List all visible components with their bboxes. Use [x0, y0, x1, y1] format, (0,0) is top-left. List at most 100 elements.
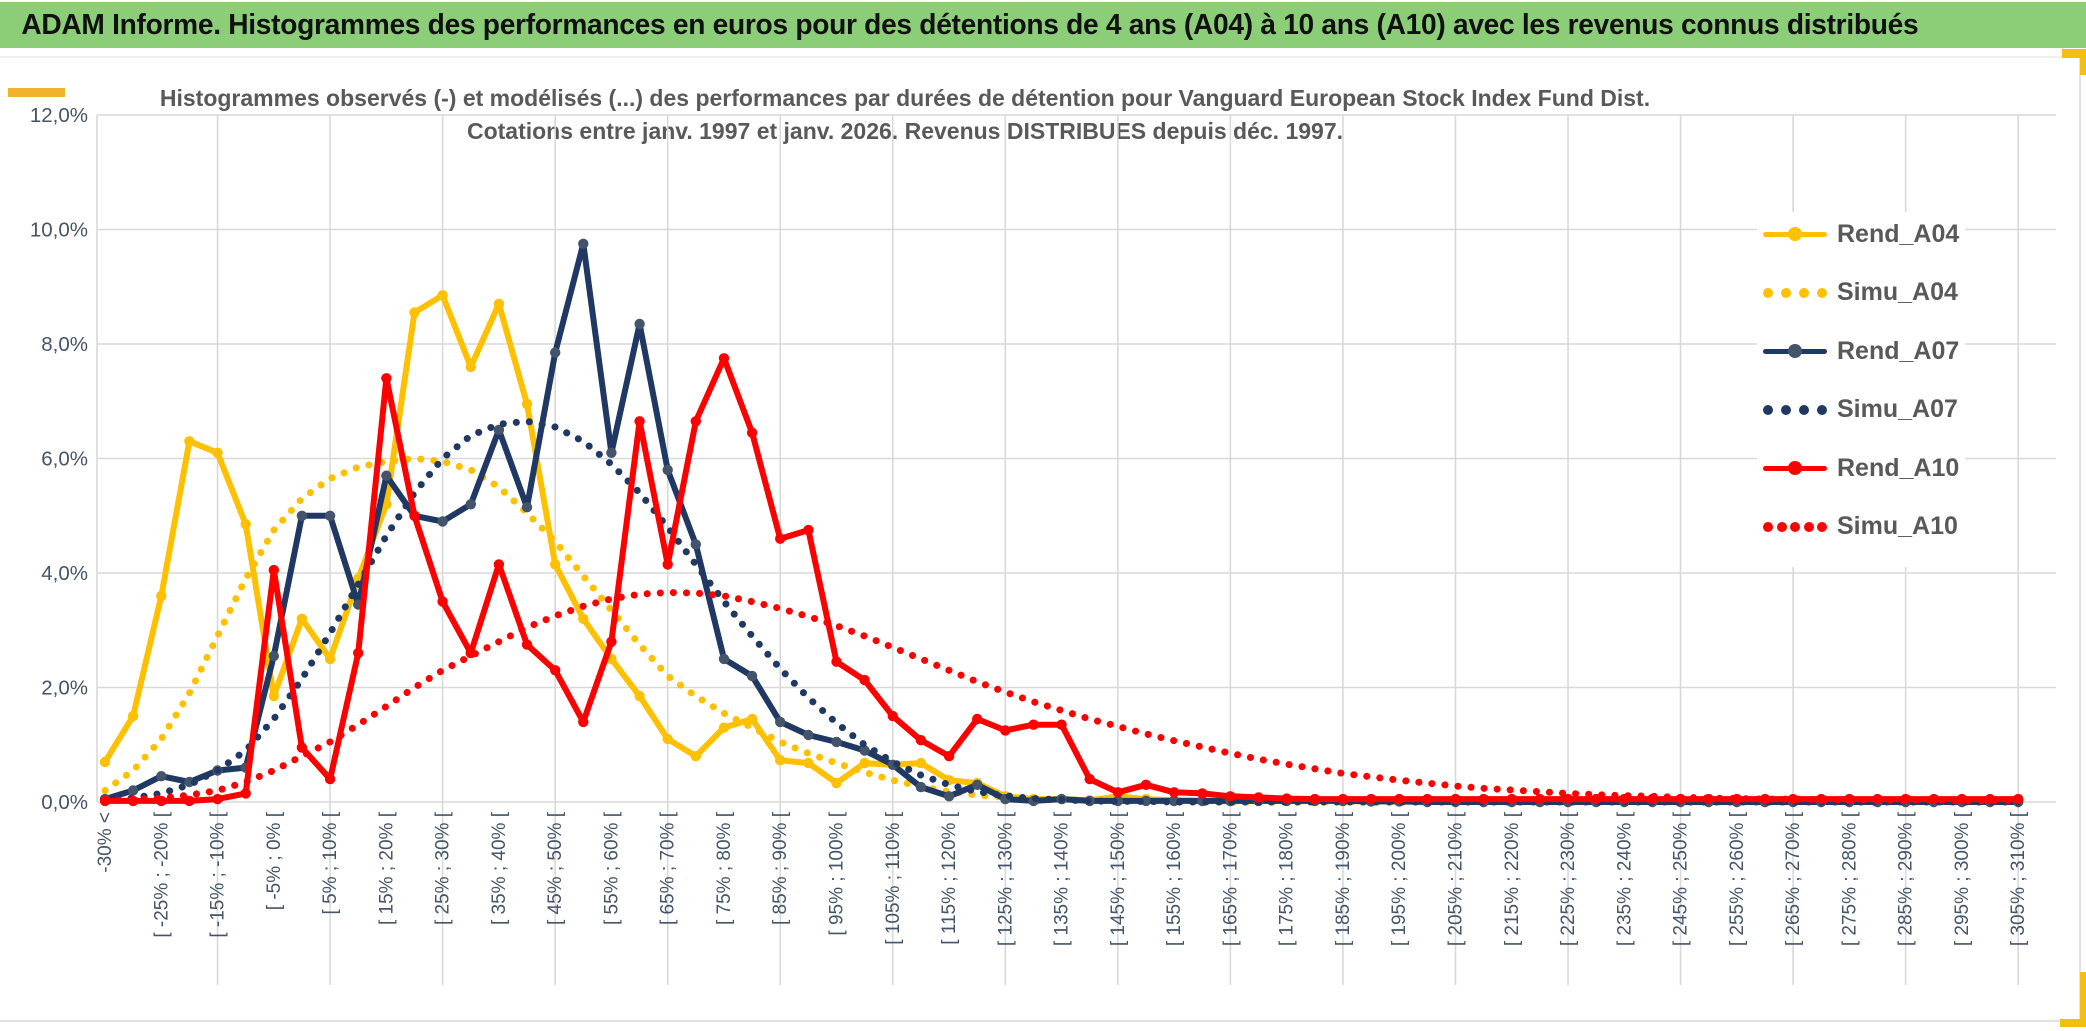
legend-item-Simu_A04: Simu_A04	[1763, 273, 1959, 313]
y-axis-label: 12,0%	[30, 104, 88, 127]
legend-dot	[1763, 287, 1773, 298]
marker-Rend_A07	[381, 470, 392, 481]
legend-solid-sample-icon	[1763, 227, 1827, 241]
marker-Rend_A04	[831, 777, 842, 789]
marker-Rend_A04	[99, 756, 111, 768]
marker-Rend_A04	[550, 559, 561, 570]
marker-Rend_A04	[381, 499, 392, 510]
x-axis-labels: -30% < [ -25% ; -20% [[ -15% ; -10% [[ -5…	[95, 811, 2029, 946]
marker-Rend_A10	[437, 596, 448, 607]
series-group	[99, 238, 2024, 808]
x-axis-label: [ 285% ; 290% [	[1896, 811, 1917, 946]
legend-dot	[1799, 404, 1809, 415]
marker-Rend_A04	[127, 710, 139, 722]
y-axis-label: 6,0%	[41, 448, 88, 471]
marker-Rend_A07	[521, 502, 533, 513]
y-axis-label: 8,0%	[41, 333, 88, 356]
x-axis-label: [ 235% ; 240% [	[1614, 811, 1635, 946]
marker-Rend_A10	[859, 674, 870, 686]
chart-title-block: Histogrammes observés (-) et modélisés (…	[160, 82, 1650, 148]
legend-item-Simu_A10: Simu_A10	[1763, 507, 1959, 547]
x-axis-label: [ -5% ; 0% [	[264, 811, 285, 910]
gridlines	[96, 114, 2056, 985]
marker-Rend_A10	[831, 656, 842, 667]
marker-Rend_A10	[324, 773, 336, 785]
legend-marker	[1788, 227, 1802, 241]
legend-label: Simu_A07	[1837, 395, 1958, 423]
marker-Rend_A10	[212, 793, 223, 805]
marker-Rend_A10	[521, 639, 533, 650]
line-Simu_A04	[101, 455, 2022, 806]
marker-Rend_A07	[296, 510, 308, 521]
legend-marker	[1788, 344, 1802, 358]
marker-Rend_A07	[943, 791, 955, 802]
marker-Rend_A10	[1000, 725, 1011, 736]
marker-Rend_A10	[1028, 719, 1039, 730]
legend-dot	[1799, 287, 1809, 298]
legend-item-Rend_A07: Rend_A07	[1763, 331, 1959, 371]
marker-Rend_A04	[324, 653, 336, 665]
legend-dotted-sample-icon	[1763, 287, 1827, 298]
marker-Rend_A10	[1394, 793, 1405, 805]
marker-Rend_A07	[578, 238, 589, 249]
x-axis-label: -30% <	[95, 812, 116, 873]
marker-Rend_A07	[831, 736, 842, 748]
series-Simu_A10	[101, 589, 2022, 805]
x-axis-label: [ 195% ; 200% [	[1389, 811, 1410, 946]
marker-Rend_A10	[1112, 787, 1124, 798]
legend-marker	[1788, 461, 1802, 475]
marker-Rend_A10	[1562, 793, 1574, 805]
accent-top-right-h	[2062, 49, 2086, 58]
marker-Rend_A04	[578, 613, 589, 624]
line-Rend_A07	[102, 240, 2022, 805]
marker-Rend_A10	[943, 751, 955, 762]
x-axis-label: [ 265% ; 270% [	[1783, 811, 1804, 946]
marker-Rend_A10	[1253, 792, 1264, 803]
marker-Rend_A04	[746, 713, 758, 725]
marker-Rend_A07	[634, 318, 645, 330]
marker-Rend_A10	[1140, 779, 1152, 790]
marker-Rend_A04	[915, 757, 927, 769]
marker-Rend_A07	[662, 464, 673, 476]
x-axis-label: [ 85% ; 90% [	[770, 811, 791, 925]
marker-Rend_A07	[972, 779, 983, 790]
legend-dot	[1817, 404, 1827, 415]
marker-Rend_A10	[915, 735, 927, 746]
x-axis-label: [ -25% ; -20% [	[151, 811, 172, 937]
marker-Rend_A07	[127, 785, 139, 796]
x-axis-label: [ 65% ; 70% [	[658, 811, 679, 925]
marker-Rend_A04	[409, 307, 420, 318]
marker-Rend_A10	[409, 510, 420, 521]
marker-Rend_A07	[746, 670, 758, 682]
x-axis-label: [ 95% ; 100% [	[827, 811, 848, 935]
marker-Rend_A07	[859, 745, 870, 756]
y-axis-label: 10,0%	[30, 219, 88, 242]
marker-Rend_A10	[268, 564, 279, 576]
legend-label: Simu_A04	[1837, 278, 1958, 306]
marker-Rend_A10	[1084, 773, 1095, 785]
marker-Rend_A04	[803, 757, 814, 769]
marker-Rend_A10	[240, 788, 251, 799]
accent-bottom-right-h	[2060, 1019, 2086, 1027]
x-axis-label: [ 145% ; 150% [	[1108, 811, 1129, 946]
legend-dot	[1781, 287, 1791, 298]
legend-dotted-sample-icon	[1763, 521, 1827, 532]
marker-Rend_A10	[184, 795, 195, 807]
marker-Rend_A10	[1450, 793, 1461, 805]
x-axis-label: [ 5% ; 10% [	[320, 811, 341, 914]
marker-Rend_A10	[1309, 793, 1321, 805]
x-axis-label: [ 135% ; 140% [	[1052, 811, 1073, 946]
marker-Rend_A10	[1197, 788, 1208, 799]
legend-solid-sample-icon	[1763, 461, 1827, 475]
marker-Rend_A10	[746, 427, 758, 438]
marker-Rend_A10	[381, 373, 392, 384]
y-axis-label: 2,0%	[41, 677, 88, 700]
series-Simu_A07	[101, 417, 2022, 806]
marker-Rend_A10	[972, 713, 983, 725]
legend-dot	[1817, 287, 1827, 298]
x-axis-label: [ 25% ; 30% [	[433, 811, 454, 925]
marker-Rend_A04	[240, 519, 251, 530]
accent-bottom-right-v	[2080, 972, 2086, 1027]
